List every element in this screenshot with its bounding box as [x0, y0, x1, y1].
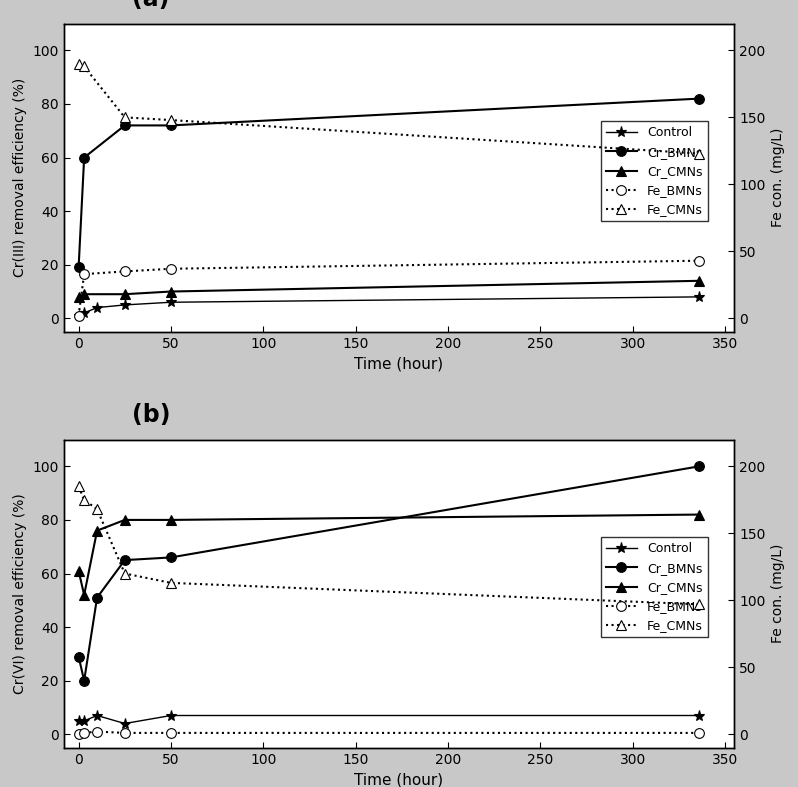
- Y-axis label: Fe con. (mg/L): Fe con. (mg/L): [771, 544, 785, 643]
- Y-axis label: Cr(VI) removal efficiency (%): Cr(VI) removal efficiency (%): [13, 493, 27, 694]
- Text: (a): (a): [132, 0, 170, 11]
- Text: (b): (b): [132, 403, 170, 427]
- X-axis label: Time (hour): Time (hour): [354, 357, 444, 371]
- Legend: Control, Cr_BMNs, Cr_CMNs, Fe_BMNs, Fe_CMNs: Control, Cr_BMNs, Cr_CMNs, Fe_BMNs, Fe_C…: [601, 121, 708, 221]
- Y-axis label: Fe con. (mg/L): Fe con. (mg/L): [771, 128, 785, 227]
- Legend: Control, Cr_BMNs, Cr_CMNs, Fe_BMNs, Fe_CMNs: Control, Cr_BMNs, Cr_CMNs, Fe_BMNs, Fe_C…: [601, 538, 708, 637]
- Y-axis label: Cr(III) removal efficiency (%): Cr(III) removal efficiency (%): [13, 78, 27, 277]
- X-axis label: Time (hour): Time (hour): [354, 772, 444, 787]
